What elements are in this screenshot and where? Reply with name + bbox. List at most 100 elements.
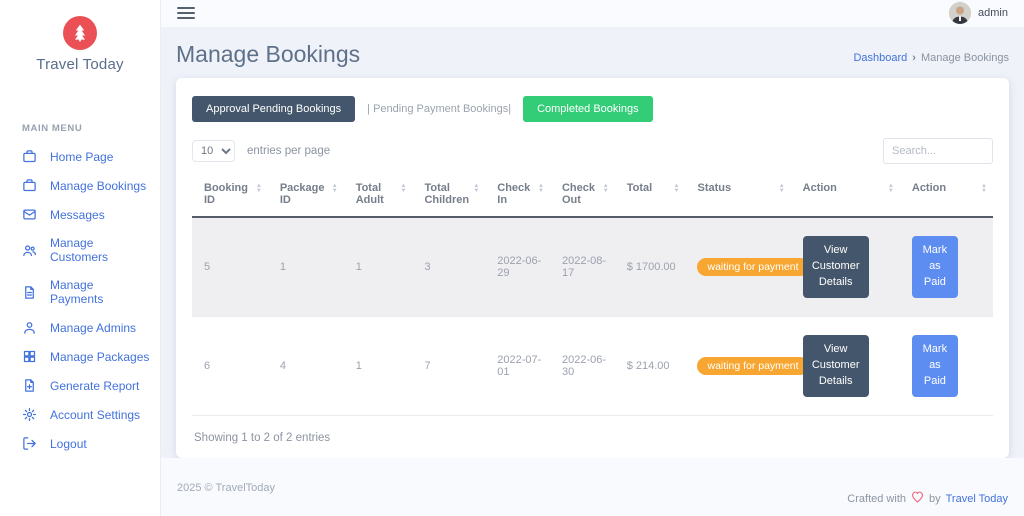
- sort-icon[interactable]: ▲ ▼: [331, 182, 338, 194]
- sidebar-item-home-page[interactable]: Home Page: [0, 142, 160, 171]
- tab-pending-payment[interactable]: | Pending Payment Bookings|: [361, 96, 517, 122]
- table-controls: 10 entries per page: [192, 137, 993, 164]
- heart-icon: [911, 491, 924, 506]
- sort-icon[interactable]: ▲ ▼: [538, 182, 544, 194]
- sort-icon[interactable]: ▲ ▼: [473, 182, 480, 194]
- briefcase-icon: [23, 150, 36, 163]
- header-check-in[interactable]: Check In ▲ ▼: [485, 173, 550, 218]
- user-photo-avatar: [949, 2, 972, 25]
- main-area: admin Manage Bookings Dashboard › Manage B…: [161, 0, 1024, 516]
- page-title: Manage Bookings: [176, 40, 361, 67]
- cell-booking-id: 5: [192, 216, 268, 317]
- cell-action-view: View Customer Details: [790, 316, 900, 416]
- view-customer-details-button[interactable]: View Customer Details: [802, 334, 869, 397]
- breadcrumb-separator: ›: [912, 51, 916, 64]
- sort-icon[interactable]: ▲ ▼: [255, 182, 262, 194]
- cell-total: $ 214.00: [614, 316, 686, 416]
- cell-booking-id: 6: [192, 316, 268, 416]
- sidebar-item-manage-payments[interactable]: Manage Payments: [0, 271, 160, 313]
- sidebar-item-manage-admins[interactable]: Manage Admins: [0, 313, 160, 342]
- sidebar-item-label: Manage Payments: [50, 278, 104, 306]
- breadcrumb: Dashboard › Manage Bookings: [853, 52, 1009, 68]
- header-booking-id[interactable]: Booking ID ▲ ▼: [192, 173, 268, 218]
- mark-as-paid-button[interactable]: Mark as Paid: [911, 235, 958, 298]
- view-customer-details-button[interactable]: View Customer Details: [802, 235, 869, 298]
- mark-as-paid-button[interactable]: Mark as Paid: [911, 334, 958, 397]
- sidebar-item-label: Manage Bookings: [50, 178, 147, 193]
- sidebar-item-label: Generate Report: [50, 378, 140, 393]
- status-badge: waiting for payment: [697, 356, 809, 375]
- cell-total-adult: 1: [343, 216, 413, 317]
- user-menu[interactable]: admin: [949, 2, 1008, 25]
- cell-total-adult: 1: [343, 316, 413, 416]
- sidebar-item-label: Manage Customers: [50, 236, 109, 264]
- cell-check-in: 2022-07-01: [485, 316, 550, 416]
- cell-status: waiting for payment: [685, 316, 809, 416]
- header-package-id[interactable]: Package ID ▲ ▼: [267, 173, 344, 218]
- tab-completed[interactable]: Completed Bookings: [523, 95, 653, 122]
- users-icon: [23, 244, 36, 256]
- sidebar-item-label: Logout: [50, 436, 87, 451]
- logout-icon: [23, 437, 36, 450]
- cell-package-id: 1: [267, 216, 344, 317]
- content: Manage Bookings Dashboard › Manage Booking…: [161, 26, 1024, 458]
- cell-action-view: View Customer Details: [790, 216, 900, 317]
- brand-logo[interactable]: Travel Today: [0, 0, 160, 83]
- entries-summary: Showing 1 to 2 of 2 entries: [194, 431, 331, 444]
- sort-icon[interactable]: ▲ ▼: [778, 182, 785, 194]
- sidebar-section-label: MAIN MENU: [22, 123, 83, 134]
- breadcrumb-link-dashboard[interactable]: Dashboard: [853, 51, 908, 64]
- sort-icon[interactable]: ▲ ▼: [981, 182, 987, 194]
- file-plus-icon: [25, 379, 34, 392]
- header-action-view[interactable]: Action ▲ ▼: [790, 173, 900, 218]
- bookings-table: Booking ID ▲ ▼ Package ID ▲ ▼ Total Adult ▲ ▼ …: [192, 173, 993, 416]
- grid-icon: [23, 350, 36, 363]
- sidebar-item-manage-packages[interactable]: Manage Packages: [0, 342, 160, 371]
- bookings-card: Approval Pending Bookings | Pending Paym…: [176, 77, 1009, 458]
- sidebar: Travel Today MAIN MENU Home Page Manage …: [0, 0, 161, 516]
- header-total[interactable]: Total ▲ ▼: [614, 173, 686, 218]
- header-total-adult[interactable]: Total Adult ▲ ▼: [343, 173, 413, 218]
- cell-check-out: 2022-08-17: [549, 216, 615, 317]
- table-row: 5 1 1 3 2022-06-29 2022-08-17 $ 1700.00 …: [192, 216, 993, 317]
- hamburger-icon[interactable]: [177, 4, 195, 22]
- tabs: Approval Pending Bookings | Pending Paym…: [192, 95, 993, 122]
- cell-check-in: 2022-06-29: [485, 216, 550, 317]
- tree-icon: [63, 16, 97, 50]
- file-icon: [25, 285, 34, 299]
- sidebar-item-manage-customers[interactable]: Manage Customers: [0, 229, 160, 271]
- page-head: Manage Bookings Dashboard › Manage Booking…: [176, 41, 1009, 68]
- sidebar-item-label: Account Settings: [50, 407, 141, 422]
- footer: 2025 © TravelToday Crafted with by Trave…: [161, 457, 1024, 516]
- cell-package-id: 4: [267, 316, 344, 416]
- header-check-out[interactable]: Check Out ▲ ▼: [549, 173, 615, 218]
- entries-per-page-label: entries per page: [247, 144, 331, 157]
- sort-icon[interactable]: ▲ ▼: [602, 182, 609, 194]
- header-total-children[interactable]: Total Children ▲ ▼: [412, 173, 486, 218]
- gear-icon: [22, 407, 37, 422]
- sort-icon[interactable]: ▲ ▼: [400, 182, 407, 194]
- tab-approval-pending[interactable]: Approval Pending Bookings: [192, 95, 356, 122]
- sidebar-item-generate-report[interactable]: Generate Report: [0, 371, 160, 400]
- sidebar-item-label: Manage Packages: [50, 349, 150, 364]
- cell-status: waiting for payment: [685, 216, 809, 317]
- cell-total: $ 1700.00: [614, 216, 686, 317]
- header-action-paid[interactable]: Action ▲ ▼: [899, 173, 993, 218]
- header-status[interactable]: Status ▲ ▼: [685, 173, 791, 218]
- sidebar-item-account-settings[interactable]: Account Settings: [0, 400, 160, 429]
- sort-icon[interactable]: ▲ ▼: [673, 182, 680, 194]
- search-input[interactable]: [883, 137, 993, 164]
- sort-icon[interactable]: ▲ ▼: [887, 182, 894, 194]
- sidebar-item-manage-bookings[interactable]: Manage Bookings: [0, 171, 160, 200]
- page-size-select[interactable]: 10: [192, 139, 235, 162]
- travel-today-link[interactable]: Travel Today: [945, 492, 1008, 505]
- sidebar-item-label: Manage Admins: [50, 320, 137, 335]
- status-badge: waiting for payment: [697, 257, 809, 276]
- cell-action-paid: Mark as Paid: [899, 216, 993, 317]
- breadcrumb-current: Manage Bookings: [920, 51, 1009, 64]
- cell-total-children: 7: [412, 316, 486, 416]
- topbar: admin: [161, 0, 1024, 27]
- sidebar-item-logout[interactable]: Logout: [0, 429, 160, 458]
- sidebar-item-messages[interactable]: Messages: [0, 200, 160, 229]
- sidebar-item-label: Home Page: [50, 149, 114, 164]
